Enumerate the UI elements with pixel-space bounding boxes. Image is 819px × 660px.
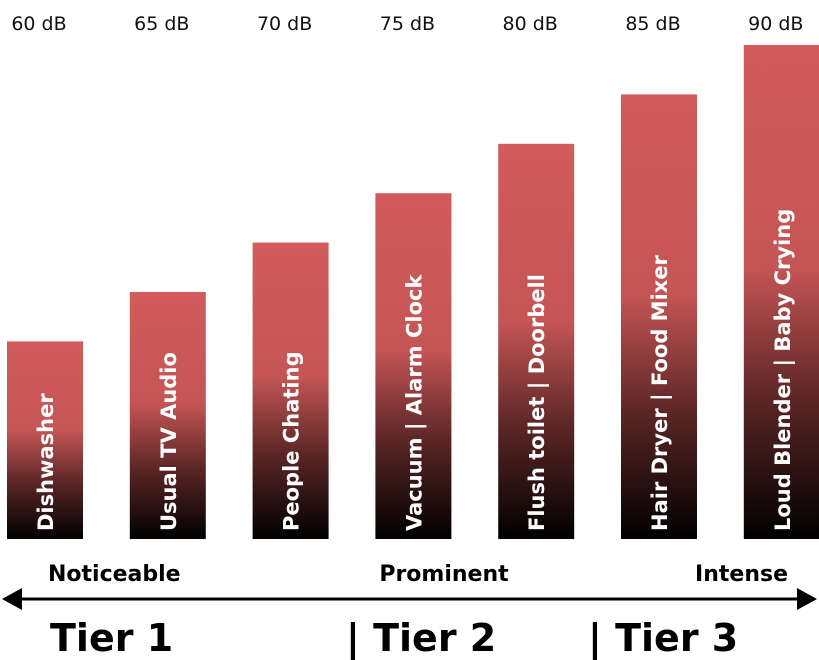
bar-label: Usual TV Audio <box>157 352 181 531</box>
value-label: 65 dB <box>134 13 189 35</box>
value-label: 75 dB <box>380 13 435 35</box>
tier-label: | Tier 2 <box>346 616 496 660</box>
bar-label: Hair Dryer | Food Mixer <box>648 254 673 531</box>
bar-label: Dishwasher <box>34 393 58 531</box>
bar-label: Flush toilet | Doorbell <box>525 274 550 531</box>
tier-labels: Tier 1 | Tier 2 | Tier 3 <box>50 616 738 660</box>
bar <box>375 193 452 539</box>
bar <box>498 143 575 540</box>
bar-label: People Chating <box>280 351 304 531</box>
bars: Dishwasher Usual TV Audio People Chating Va… <box>7 45 819 540</box>
bar-label: Vacuum | Alarm Clock <box>402 274 427 531</box>
double-arrow <box>2 588 817 610</box>
value-label: 85 dB <box>625 13 680 35</box>
value-labels: 60 dB 65 dB 70 dB 75 dB 80 dB 85 dB 90 dB <box>11 13 803 35</box>
bar-label: Loud Blender | Baby Crying <box>771 209 796 531</box>
bar <box>743 45 819 539</box>
bar <box>621 94 697 540</box>
tier-label: | Tier 3 <box>588 616 738 660</box>
level-label: Noticeable <box>48 562 181 587</box>
level-labels: Noticeable Prominent Intense <box>48 562 788 587</box>
bar <box>129 292 206 539</box>
value-label: 70 dB <box>257 13 312 35</box>
value-label: 80 dB <box>503 13 558 35</box>
value-label: 90 dB <box>748 13 803 35</box>
tier-label: Tier 1 <box>50 616 173 660</box>
value-label: 60 dB <box>11 13 66 35</box>
bar <box>252 242 329 539</box>
level-label: Intense <box>695 562 788 587</box>
bar <box>7 341 83 539</box>
level-label: Prominent <box>379 562 509 587</box>
